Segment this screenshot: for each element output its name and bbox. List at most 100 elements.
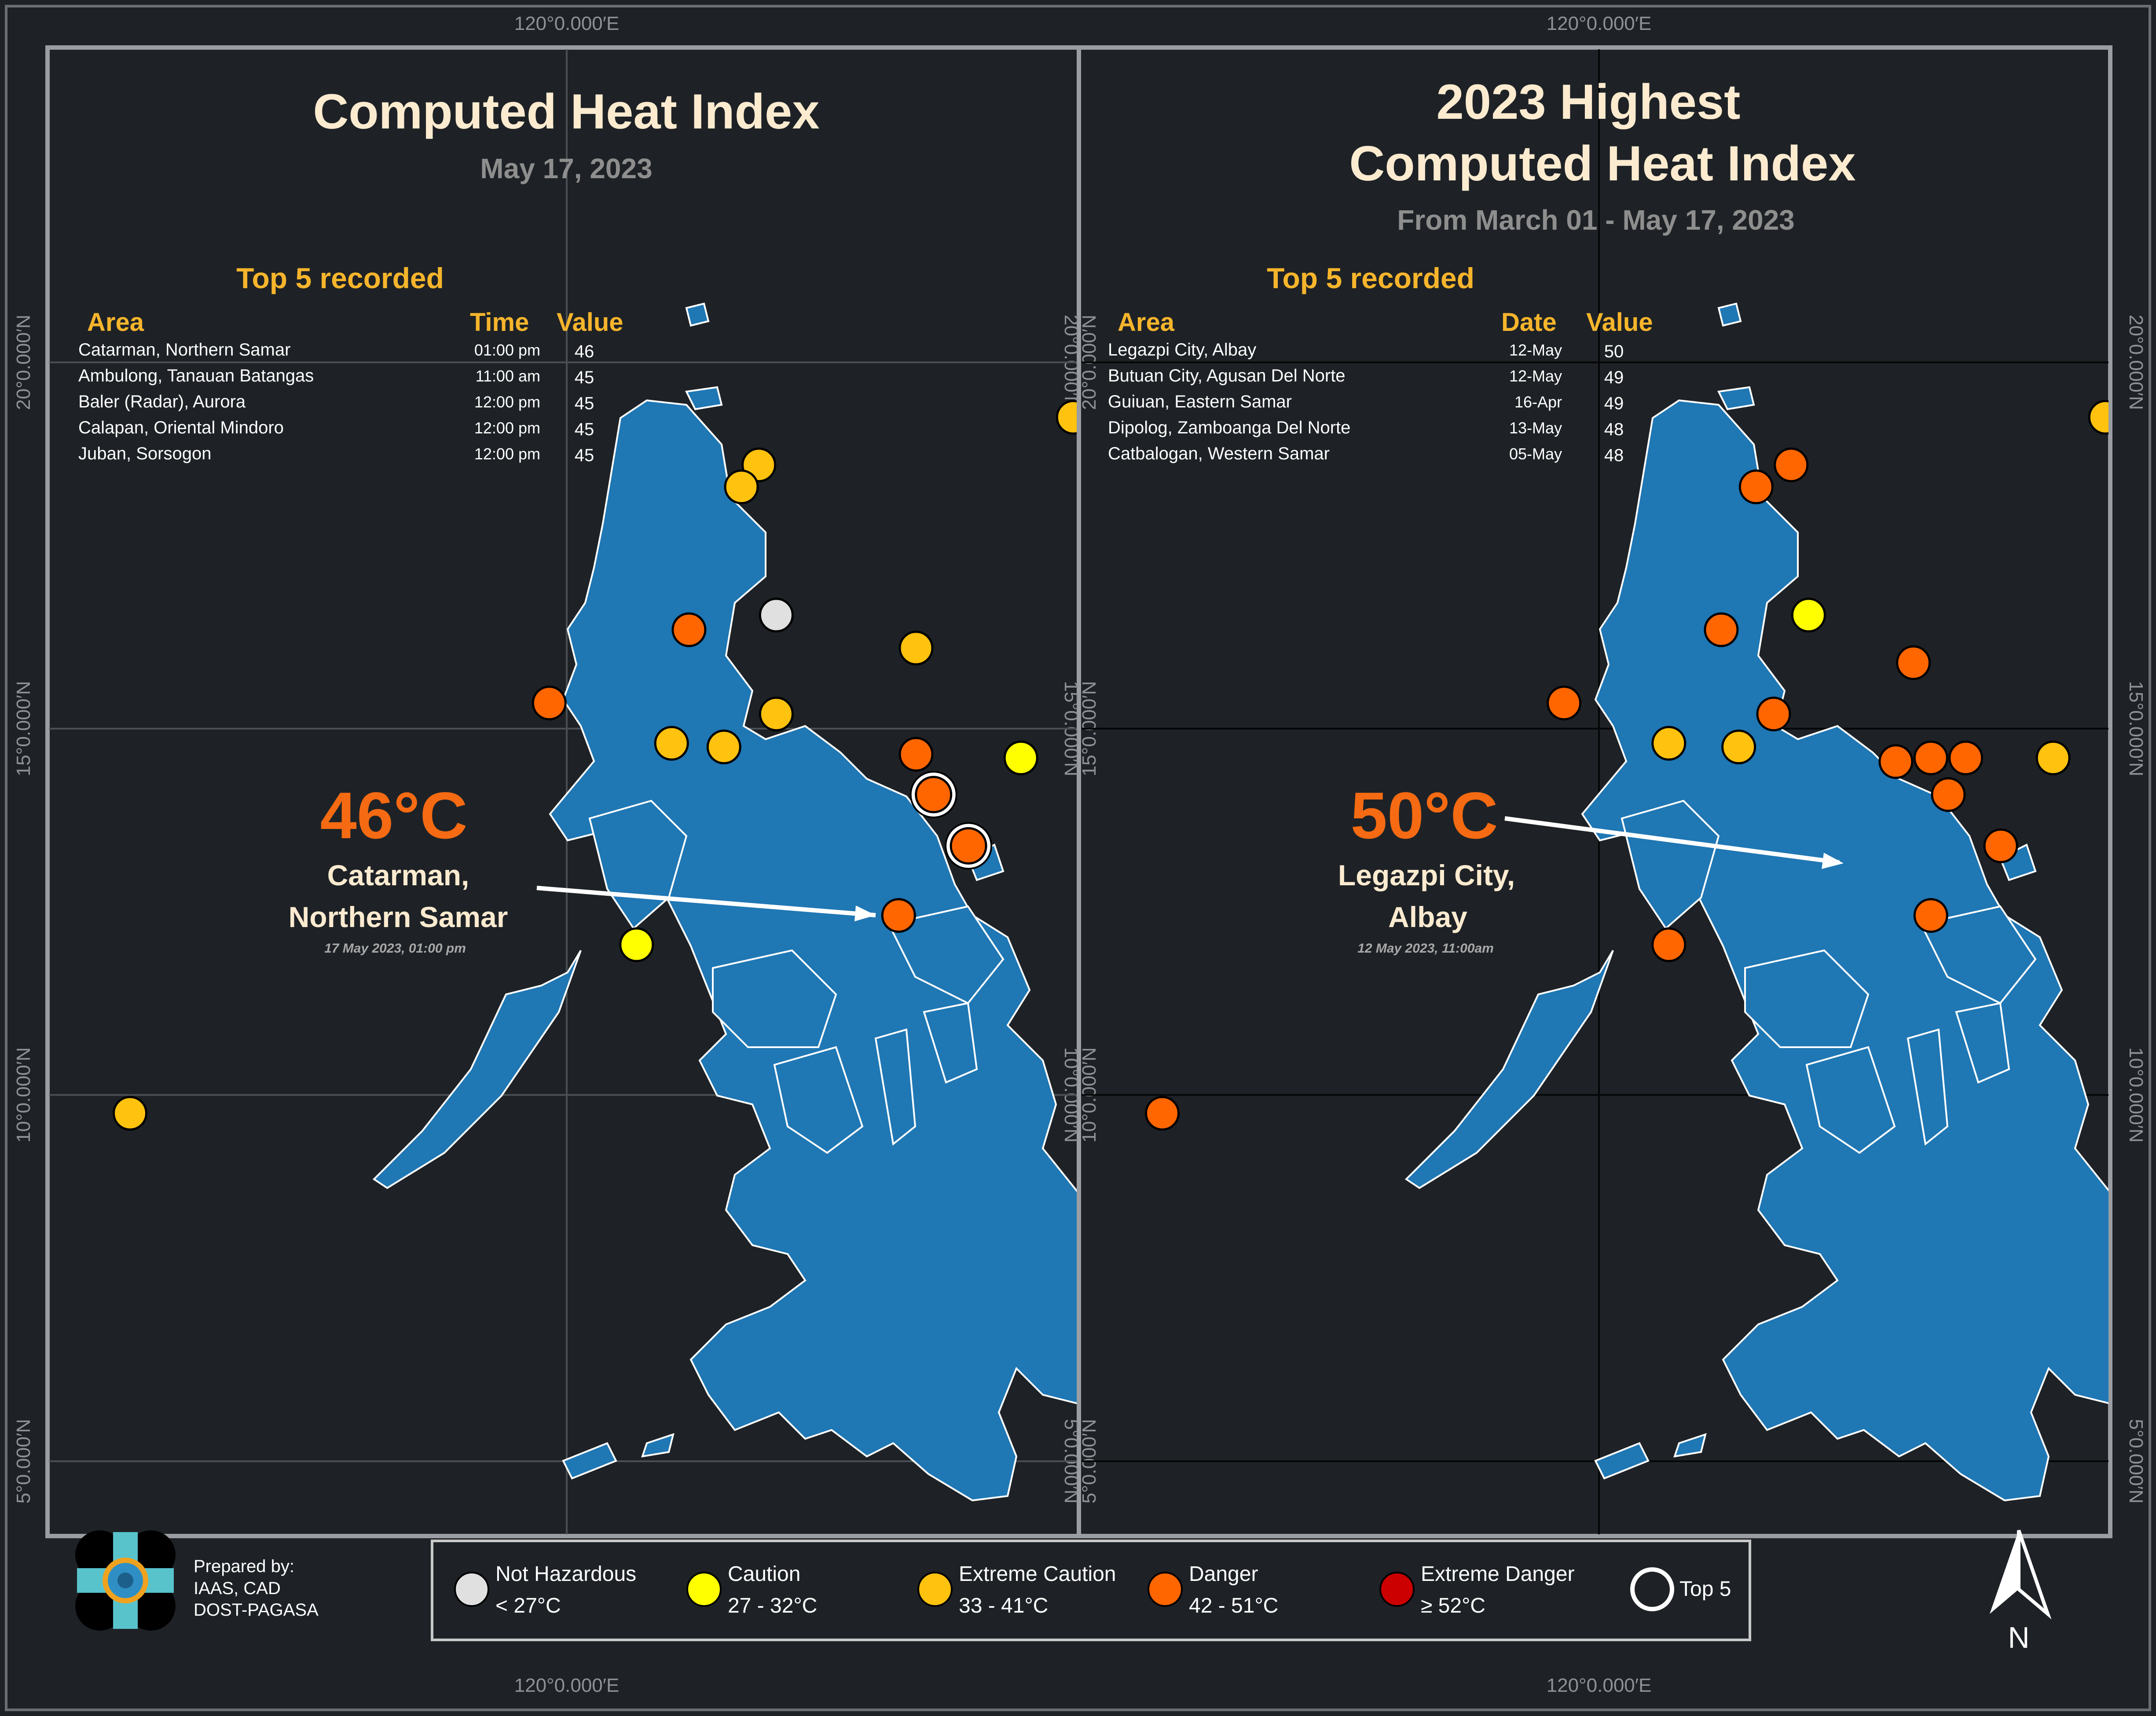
row-when: 12-May	[1509, 367, 1562, 385]
row-area: Ambulong, Tanauan Batangas	[78, 366, 314, 385]
cebu-island	[874, 1028, 917, 1146]
row-when: 11:00 am	[476, 367, 540, 385]
right-top5-heading: Top 5 recorded	[1267, 262, 1474, 294]
batanes-island	[1717, 302, 1742, 327]
station-marker-danger	[1547, 686, 1582, 721]
legend-name: Caution	[728, 1562, 800, 1586]
longitude-label: 120°0.000′E	[1547, 1675, 1652, 1696]
station-marker-danger	[898, 737, 934, 772]
left-top5-heading: Top 5 recorded	[236, 262, 444, 294]
station-marker-extreme-caution	[1056, 400, 1077, 435]
outer-border	[5, 5, 2151, 1711]
legend-top5-label: Top 5	[1679, 1577, 1731, 1601]
longitude-label: 120°0.000′E	[514, 13, 620, 34]
credit-line3: DOST-PAGASA	[194, 1600, 319, 1620]
table-row: Dipolog, Zamboanga Del Norte 13-May 48	[1108, 418, 1624, 439]
row-when: 12-May	[1509, 341, 1562, 359]
right-title-line1: 2023 Highest	[1437, 74, 1741, 129]
station-marker-danger	[915, 776, 953, 814]
legend-range: < 27°C	[495, 1594, 561, 1617]
row-area: Legazpi City, Albay	[1108, 340, 1256, 359]
left-top5-table: Catarman, Northern Samar 01:00 pm 46 Ambulo…	[78, 340, 594, 465]
left-col-value: Value	[557, 308, 623, 337]
left-title: Computed Heat Index	[313, 84, 819, 139]
legend-swatch	[454, 1572, 489, 1607]
station-marker-caution	[1003, 741, 1038, 776]
legend-range: 42 - 51°C	[1189, 1594, 1278, 1617]
station-marker-caution	[1791, 598, 1826, 633]
left-callout-value: 46°C	[320, 778, 467, 852]
legend-name: Extreme Danger	[1421, 1562, 1574, 1586]
legend-top5-symbol	[1630, 1567, 1674, 1611]
palawan-island	[1404, 950, 1614, 1189]
sulu-island	[641, 1433, 675, 1458]
latitude-label: 20°0.000′N	[2125, 315, 2147, 410]
left-callout-place-line1: Catarman,	[327, 859, 469, 891]
legend-name: Danger	[1189, 1562, 1258, 1586]
legend-item-extreme-danger: Extreme Danger ≥ 52°C	[1379, 1562, 1574, 1617]
station-marker-extreme-caution	[113, 1096, 147, 1131]
right-map-panel: 2023 Highest Computed Heat Index From Ma…	[1082, 49, 2108, 1534]
sulu-island	[1673, 1433, 1707, 1458]
table-row: Legazpi City, Albay 12-May 50	[1108, 340, 1624, 361]
panay-island	[1744, 949, 1870, 1048]
babuyan-island	[1717, 386, 1755, 411]
row-value: 45	[575, 420, 594, 439]
tawi-tawi-island	[1594, 1442, 1650, 1480]
station-marker-extreme-caution	[724, 469, 759, 505]
row-when: 12:00 pm	[474, 393, 540, 411]
legend-swatch	[917, 1572, 953, 1607]
right-subtitle: From March 01 - May 17, 2023	[1397, 204, 1795, 236]
table-row: Guiuan, Eastern Samar 16-Apr 49	[1108, 392, 1624, 413]
legend-item-caution: Caution 27 - 32°C	[686, 1562, 817, 1617]
legend-name: Not Hazardous	[495, 1562, 636, 1586]
station-marker-not-hazardous	[759, 598, 794, 633]
station-marker-danger	[1913, 741, 1948, 776]
row-value: 49	[1604, 368, 1624, 387]
right-station-markers	[1145, 400, 2108, 1131]
legend-item-extreme-caution: Extreme Caution 33 - 41°C	[917, 1562, 1116, 1617]
palawan-island	[372, 950, 582, 1189]
left-col-time: Time	[470, 308, 529, 337]
station-marker-danger	[1948, 741, 1984, 776]
station-marker-extreme-caution	[898, 631, 934, 666]
station-marker-danger	[1896, 645, 1931, 680]
legend-range: 27 - 32°C	[728, 1594, 817, 1617]
right-philippines-landmass	[1404, 302, 2108, 1501]
right-col-area: Area	[1118, 308, 1175, 337]
row-value: 45	[575, 368, 594, 387]
left-subtitle: May 17, 2023	[480, 153, 652, 184]
station-marker-extreme-caution	[2035, 741, 2071, 776]
table-row: Butuan City, Agusan Del Norte 12-May 49	[1108, 366, 1624, 387]
right-callout-leader-line	[1504, 816, 1840, 865]
right-title-line2: Computed Heat Index	[1349, 136, 1855, 191]
row-area: Catarman, Northern Samar	[78, 340, 290, 359]
batanes-island	[685, 302, 710, 327]
station-marker-extreme-caution	[759, 697, 794, 732]
legend-items: Not Hazardous < 27°C Caution 27 - 32°C Extre…	[454, 1562, 1574, 1617]
station-marker-danger	[1983, 828, 2018, 863]
row-area: Baler (Radar), Aurora	[78, 392, 246, 411]
station-marker-danger	[671, 612, 707, 647]
table-row: Ambulong, Tanauan Batangas 11:00 am 45	[78, 366, 594, 387]
row-value: 49	[1604, 394, 1624, 413]
row-area: Calapan, Oriental Mindoro	[78, 418, 284, 437]
station-marker-danger	[1774, 447, 1809, 483]
negros-island	[1805, 1046, 1896, 1154]
leyte-island	[1955, 1002, 2010, 1084]
row-value: 48	[1604, 420, 1624, 439]
station-marker-danger	[1704, 612, 1739, 647]
row-when: 13-May	[1509, 419, 1562, 437]
tawi-tawi-island	[562, 1442, 617, 1480]
left-philippines-landmass	[372, 302, 1077, 1501]
panay-island	[712, 949, 837, 1048]
latitude-label: 15°0.000′N	[13, 681, 34, 777]
cebu-island	[1907, 1028, 1949, 1146]
station-marker-extreme-caution	[2088, 400, 2108, 435]
left-col-area: Area	[87, 308, 144, 337]
legend-item-not-hazardous: Not Hazardous < 27°C	[454, 1562, 636, 1617]
right-callout-date: 12 May 2023, 11:00am	[1357, 941, 1494, 956]
credit-line1: Prepared by:	[194, 1557, 294, 1576]
row-when: 12:00 pm	[474, 419, 540, 437]
